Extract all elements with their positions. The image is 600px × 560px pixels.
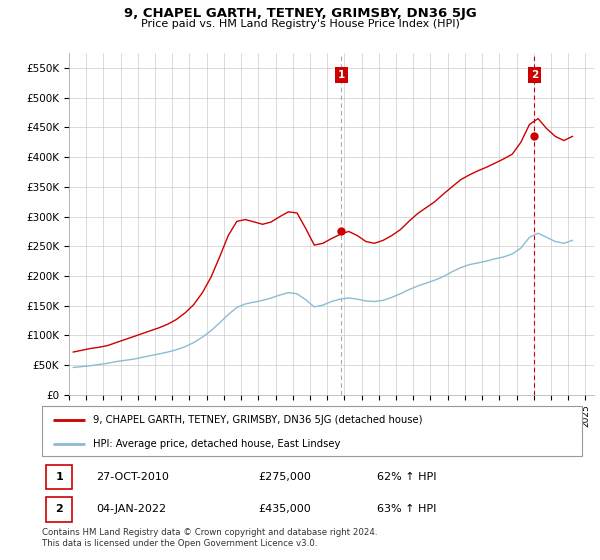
Text: 27-OCT-2010: 27-OCT-2010 — [96, 472, 169, 482]
Text: 1: 1 — [55, 472, 63, 482]
FancyBboxPatch shape — [42, 406, 582, 456]
Text: Contains HM Land Registry data © Crown copyright and database right 2024.
This d: Contains HM Land Registry data © Crown c… — [42, 528, 377, 548]
Text: 1: 1 — [338, 70, 345, 80]
Text: 2: 2 — [530, 70, 538, 80]
Text: HPI: Average price, detached house, East Lindsey: HPI: Average price, detached house, East… — [94, 439, 341, 449]
Text: 04-JAN-2022: 04-JAN-2022 — [96, 505, 166, 515]
Text: 62% ↑ HPI: 62% ↑ HPI — [377, 472, 436, 482]
FancyBboxPatch shape — [46, 465, 72, 489]
Text: 2: 2 — [55, 505, 63, 515]
Text: £275,000: £275,000 — [258, 472, 311, 482]
Text: 9, CHAPEL GARTH, TETNEY, GRIMSBY, DN36 5JG: 9, CHAPEL GARTH, TETNEY, GRIMSBY, DN36 5… — [124, 7, 476, 20]
Text: Price paid vs. HM Land Registry's House Price Index (HPI): Price paid vs. HM Land Registry's House … — [140, 19, 460, 29]
FancyBboxPatch shape — [46, 497, 72, 522]
Text: 9, CHAPEL GARTH, TETNEY, GRIMSBY, DN36 5JG (detached house): 9, CHAPEL GARTH, TETNEY, GRIMSBY, DN36 5… — [94, 414, 423, 424]
Text: 63% ↑ HPI: 63% ↑ HPI — [377, 505, 436, 515]
Text: £435,000: £435,000 — [258, 505, 311, 515]
